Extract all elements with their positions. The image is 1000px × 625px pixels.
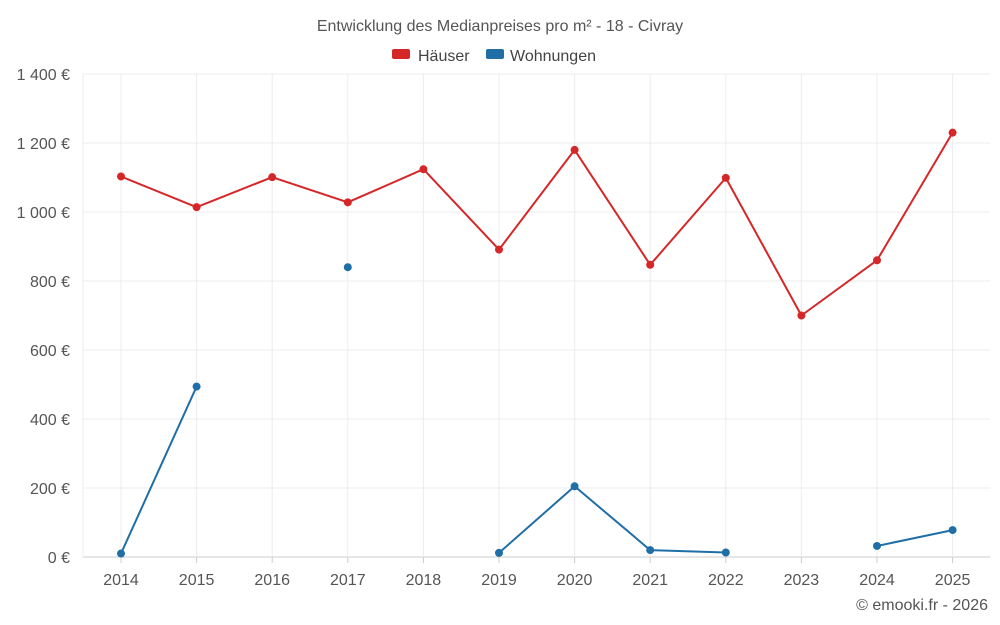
y-tick-label: 400 €	[30, 412, 70, 429]
x-tick-label: 2014	[103, 572, 139, 589]
data-point[interactable]	[948, 128, 957, 137]
data-point[interactable]	[873, 256, 881, 265]
y-tick-label: 1 000 €	[17, 205, 70, 222]
y-tick-label: 1 400 €	[17, 67, 70, 84]
data-point[interactable]	[646, 260, 655, 269]
x-tick-label: 2018	[406, 572, 442, 589]
x-tick-label: 2023	[784, 572, 820, 589]
chart-title: Entwicklung des Medianpreises pro m² - 1…	[317, 18, 683, 35]
series-haeuser	[117, 128, 957, 320]
data-point[interactable]	[495, 245, 503, 254]
y-tick-label: 1 200 €	[17, 136, 70, 153]
x-tick-label: 2017	[330, 572, 366, 589]
data-point[interactable]	[192, 203, 201, 212]
legend-label-wohnungen: Wohnungen	[510, 48, 596, 65]
series-line	[120, 132, 954, 317]
data-point[interactable]	[419, 165, 428, 174]
data-point[interactable]	[797, 311, 806, 320]
data-point[interactable]	[721, 548, 730, 557]
data-point[interactable]	[117, 549, 125, 558]
data-point[interactable]	[570, 482, 579, 491]
legend-swatch-wohnungen	[486, 49, 504, 59]
data-point[interactable]	[646, 546, 655, 555]
x-tick-label: 2021	[632, 572, 668, 589]
y-tick-label: 800 €	[30, 274, 70, 291]
legend-label-haeuser: Häuser	[418, 48, 470, 65]
legend-item-haeuser[interactable]: Häuser	[392, 48, 470, 65]
credit-text: © emooki.fr - 2026	[856, 597, 988, 614]
series	[117, 128, 957, 558]
x-tick-label: 2020	[557, 572, 593, 589]
x-tick-label: 2016	[254, 572, 290, 589]
data-point[interactable]	[268, 173, 277, 182]
legend-item-wohnungen[interactable]: Wohnungen	[486, 48, 596, 65]
data-point[interactable]	[117, 172, 125, 181]
data-point[interactable]	[495, 548, 503, 557]
grid	[83, 73, 990, 558]
y-tick-label: 200 €	[30, 481, 70, 498]
series-line	[120, 386, 198, 554]
data-point[interactable]	[873, 541, 881, 550]
x-tick-label: 2019	[481, 572, 517, 589]
legend-swatch-haeuser	[392, 49, 410, 59]
x-tick-label: 2022	[708, 572, 744, 589]
data-point[interactable]	[343, 198, 352, 207]
y-tick-label: 0 €	[48, 550, 70, 567]
legend: Häuser Wohnungen	[392, 48, 596, 65]
data-point[interactable]	[948, 526, 957, 535]
axes: 0 € 200 € 400 € 600 € 800 € 1 000 € 1 200 € 1 4…	[17, 67, 971, 589]
series-wohnungen	[117, 263, 957, 558]
data-point[interactable]	[192, 382, 201, 391]
data-point[interactable]	[570, 145, 579, 154]
x-tick-label: 2015	[179, 572, 215, 589]
series-line	[876, 529, 953, 547]
data-point[interactable]	[343, 263, 352, 272]
series-line	[498, 485, 726, 554]
y-tick-label: 600 €	[30, 343, 70, 360]
data-point[interactable]	[721, 173, 730, 182]
x-tick-label: 2025	[935, 572, 971, 589]
x-tick-label: 2024	[859, 572, 895, 589]
